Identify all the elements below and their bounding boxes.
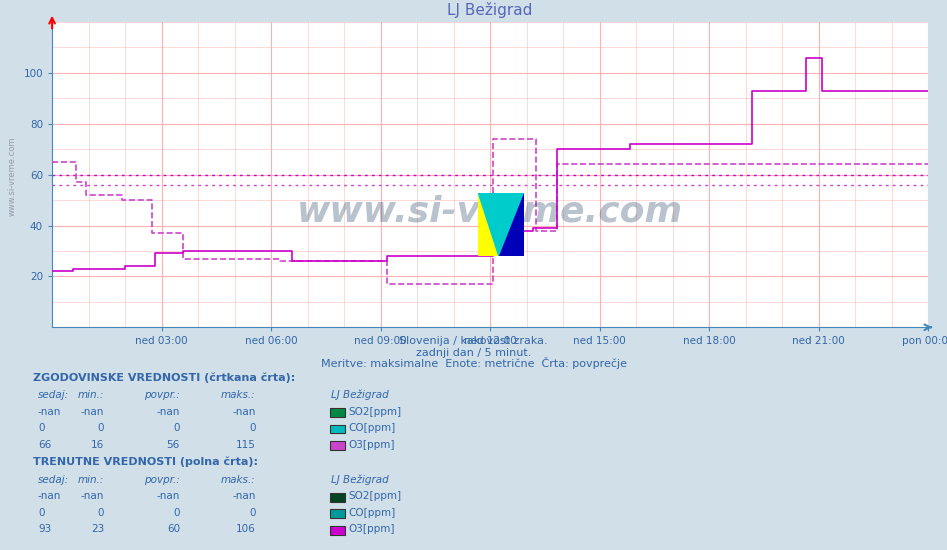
Text: SO2[ppm]: SO2[ppm] — [348, 406, 402, 417]
Text: sedaj:: sedaj: — [38, 390, 69, 400]
Polygon shape — [499, 192, 524, 256]
Text: min.:: min.: — [78, 390, 104, 400]
Text: 16: 16 — [91, 439, 104, 450]
Text: ZGODOVINSKE VREDNOSTI (črtkana črta):: ZGODOVINSKE VREDNOSTI (črtkana črta): — [33, 372, 295, 383]
Text: LJ Bežigrad: LJ Bežigrad — [331, 475, 389, 485]
Text: TRENUTNE VREDNOSTI (polna črta):: TRENUTNE VREDNOSTI (polna črta): — [33, 457, 259, 467]
Text: zadnji dan / 5 minut.: zadnji dan / 5 minut. — [416, 348, 531, 358]
Text: 60: 60 — [167, 524, 180, 535]
Text: 0: 0 — [249, 508, 256, 518]
Text: -nan: -nan — [156, 491, 180, 502]
Text: 106: 106 — [236, 524, 256, 535]
Text: 115: 115 — [236, 439, 256, 450]
Text: CO[ppm]: CO[ppm] — [348, 423, 396, 433]
Text: 56: 56 — [167, 439, 180, 450]
Text: maks.:: maks.: — [221, 475, 256, 485]
Text: -nan: -nan — [156, 406, 180, 417]
Text: povpr.:: povpr.: — [144, 475, 180, 485]
Text: 0: 0 — [173, 508, 180, 518]
Polygon shape — [478, 192, 524, 256]
Text: 0: 0 — [98, 508, 104, 518]
Text: LJ Bežigrad: LJ Bežigrad — [331, 390, 389, 400]
Text: 0: 0 — [249, 423, 256, 433]
Text: -nan: -nan — [232, 406, 256, 417]
Polygon shape — [478, 192, 499, 256]
Text: -nan: -nan — [80, 491, 104, 502]
Text: 66: 66 — [38, 439, 51, 450]
Text: -nan: -nan — [38, 491, 62, 502]
Text: www.si-vreme.com: www.si-vreme.com — [8, 136, 17, 216]
Text: 0: 0 — [173, 423, 180, 433]
Text: -nan: -nan — [38, 406, 62, 417]
Text: 0: 0 — [38, 508, 45, 518]
Text: SO2[ppm]: SO2[ppm] — [348, 491, 402, 502]
Text: Meritve: maksimalne  Enote: metrične  Črta: povprečje: Meritve: maksimalne Enote: metrične Črta… — [320, 358, 627, 370]
Text: 0: 0 — [38, 423, 45, 433]
Text: maks.:: maks.: — [221, 390, 256, 400]
Text: www.si-vreme.com: www.si-vreme.com — [297, 194, 683, 228]
Text: O3[ppm]: O3[ppm] — [348, 524, 395, 535]
Text: Slovenija / kakovost zraka.: Slovenija / kakovost zraka. — [400, 336, 547, 346]
Text: -nan: -nan — [80, 406, 104, 417]
Text: min.:: min.: — [78, 475, 104, 485]
Text: sedaj:: sedaj: — [38, 475, 69, 485]
Text: 0: 0 — [98, 423, 104, 433]
Title: LJ Bežigrad: LJ Bežigrad — [447, 2, 533, 18]
Text: povpr.:: povpr.: — [144, 390, 180, 400]
Text: CO[ppm]: CO[ppm] — [348, 508, 396, 518]
Text: 93: 93 — [38, 524, 51, 535]
Text: 23: 23 — [91, 524, 104, 535]
Text: -nan: -nan — [232, 491, 256, 502]
Text: O3[ppm]: O3[ppm] — [348, 439, 395, 450]
